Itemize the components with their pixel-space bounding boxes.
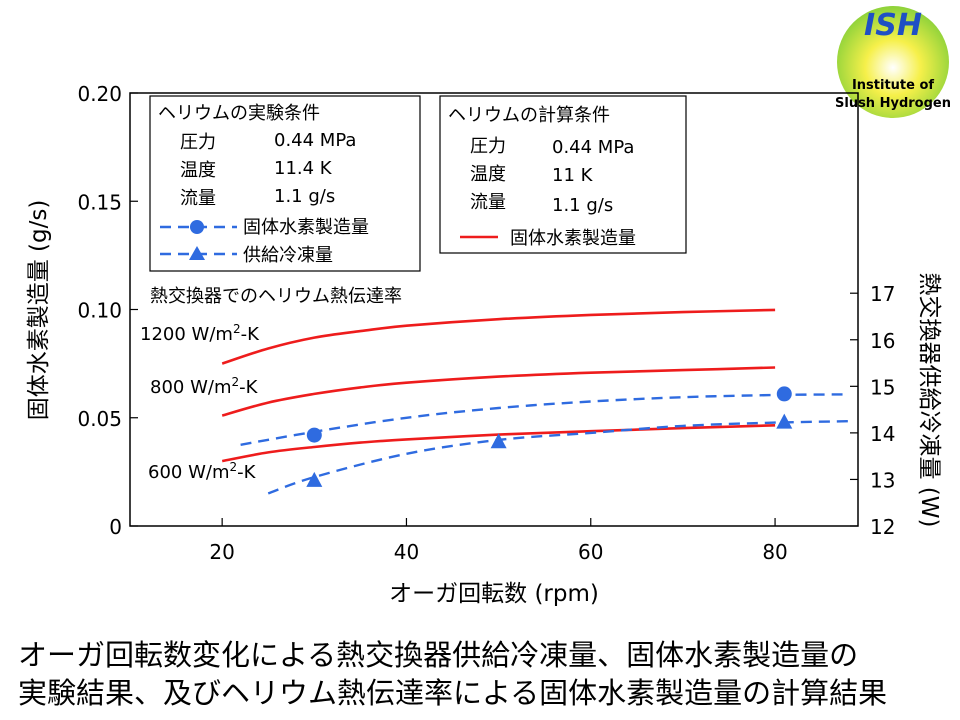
calc-series-label: 800 W/m2-K bbox=[150, 375, 259, 398]
calc-row-value: 11 K bbox=[552, 165, 594, 186]
figure-caption: オーガ回転数変化による熱交換器供給冷凍量、固体水素製造量の 実験結果、及びヘリウ… bbox=[18, 636, 948, 712]
legend-label-refrigeration: 供給冷凍量 bbox=[243, 245, 333, 266]
legend-circle-marker bbox=[190, 220, 204, 234]
legend-label-production: 固体水素製造量 bbox=[243, 217, 369, 238]
exp-conditions-box: ヘリウムの実験条件 圧力 0.44 MPa 温度 11.4 K 流量 1.1 g… bbox=[149, 95, 421, 272]
y-right-tick-label: 16 bbox=[870, 329, 895, 353]
exp-point-triangle bbox=[306, 471, 323, 487]
legend-triangle-marker bbox=[189, 246, 205, 260]
exp-point-triangle bbox=[776, 413, 793, 429]
x-tick-label: 80 bbox=[762, 540, 787, 564]
y-right-tick-label: 14 bbox=[870, 422, 895, 446]
exp-row-value: 1.1 g/s bbox=[274, 186, 335, 207]
y-right-tick-label: 12 bbox=[870, 515, 895, 539]
y-axis-right: 12 13 14 15 16 17 bbox=[850, 282, 895, 539]
y-left-tick-label: 0 bbox=[109, 515, 122, 539]
exp-row-label: 温度 bbox=[180, 160, 216, 181]
y-axis-right-title: 熱交換器供給冷凍量 (W) bbox=[916, 273, 942, 528]
exp-point-circle bbox=[776, 386, 792, 402]
logo-text-line-1: Institute of bbox=[852, 78, 934, 93]
calc-row-value: 0.44 MPa bbox=[552, 137, 634, 158]
calc-box-frame bbox=[439, 95, 687, 254]
exp-point-triangle bbox=[490, 433, 507, 449]
calc-row-label: 流量 bbox=[470, 192, 506, 213]
exp-row-value: 11.4 K bbox=[274, 158, 333, 179]
exp-series-group bbox=[240, 393, 849, 495]
exp-point-circle bbox=[306, 427, 322, 443]
calc-line bbox=[221, 308, 776, 365]
ish-logo: ISH Institute of Slush Hydrogen bbox=[835, 6, 951, 118]
calc-series-label: 600 W/m2-K bbox=[148, 460, 257, 483]
calc-box-title: ヘリウムの計算条件 bbox=[448, 105, 610, 126]
y-left-tick-label: 0.20 bbox=[77, 82, 122, 106]
y-left-tick-label: 0.10 bbox=[77, 299, 122, 323]
calc-series-labels: 1200 W/m2-K 800 W/m2-K 600 W/m2-K bbox=[140, 322, 260, 483]
logo-abbr: ISH bbox=[864, 8, 922, 43]
exp-marker-group bbox=[306, 386, 793, 487]
y-left-tick-label: 0.15 bbox=[77, 190, 122, 214]
calc-line bbox=[221, 424, 776, 463]
x-tick-label: 60 bbox=[578, 540, 603, 564]
caption-line-2: 実験結果、及びヘリウム熱伝達率による固体水素製造量の計算結果 bbox=[18, 676, 888, 710]
legend-label-calc: 固体水素製造量 bbox=[510, 228, 636, 249]
y-axis-left-title: 固体水素製造量 (g/s) bbox=[26, 200, 52, 421]
y-axis-left: 0 0.05 0.10 0.15 0.20 bbox=[77, 82, 138, 539]
y-right-tick-label: 15 bbox=[870, 375, 895, 399]
y-right-tick-label: 13 bbox=[870, 468, 895, 492]
exp-row-label: 流量 bbox=[180, 188, 216, 209]
exp-curve bbox=[240, 393, 849, 446]
heat-transfer-annotation: 熱交換器でのヘリウム熱伝達率 bbox=[150, 286, 402, 307]
calc-row-label: 温度 bbox=[470, 164, 506, 185]
calc-line bbox=[221, 366, 776, 417]
logo-text-line-2: Slush Hydrogen bbox=[835, 96, 951, 111]
calc-row-value: 1.1 g/s bbox=[552, 195, 613, 216]
exp-curve bbox=[267, 420, 849, 495]
x-tick-label: 40 bbox=[394, 540, 419, 564]
y-left-tick-label: 0.05 bbox=[77, 407, 122, 431]
calc-conditions-box: ヘリウムの計算条件 圧力 0.44 MPa 温度 11 K 流量 1.1 g/s… bbox=[439, 95, 687, 254]
calc-series-label: 1200 W/m2-K bbox=[140, 322, 260, 345]
caption-line-1: オーガ回転数変化による熱交換器供給冷凍量、固体水素製造量の bbox=[18, 638, 859, 672]
exp-row-label: 圧力 bbox=[180, 132, 216, 153]
exp-box-title: ヘリウムの実験条件 bbox=[158, 103, 320, 124]
x-tick-label: 20 bbox=[209, 540, 234, 564]
exp-box-frame bbox=[149, 95, 421, 272]
y-right-tick-label: 17 bbox=[870, 282, 895, 306]
x-axis: 20 40 60 80 bbox=[209, 518, 788, 564]
x-axis-title: オーガ回転数 (rpm) bbox=[389, 581, 599, 607]
calc-series-group bbox=[221, 308, 776, 463]
logo-circle bbox=[837, 6, 949, 118]
calc-row-label: 圧力 bbox=[470, 136, 506, 157]
exp-row-value: 0.44 MPa bbox=[274, 130, 356, 151]
